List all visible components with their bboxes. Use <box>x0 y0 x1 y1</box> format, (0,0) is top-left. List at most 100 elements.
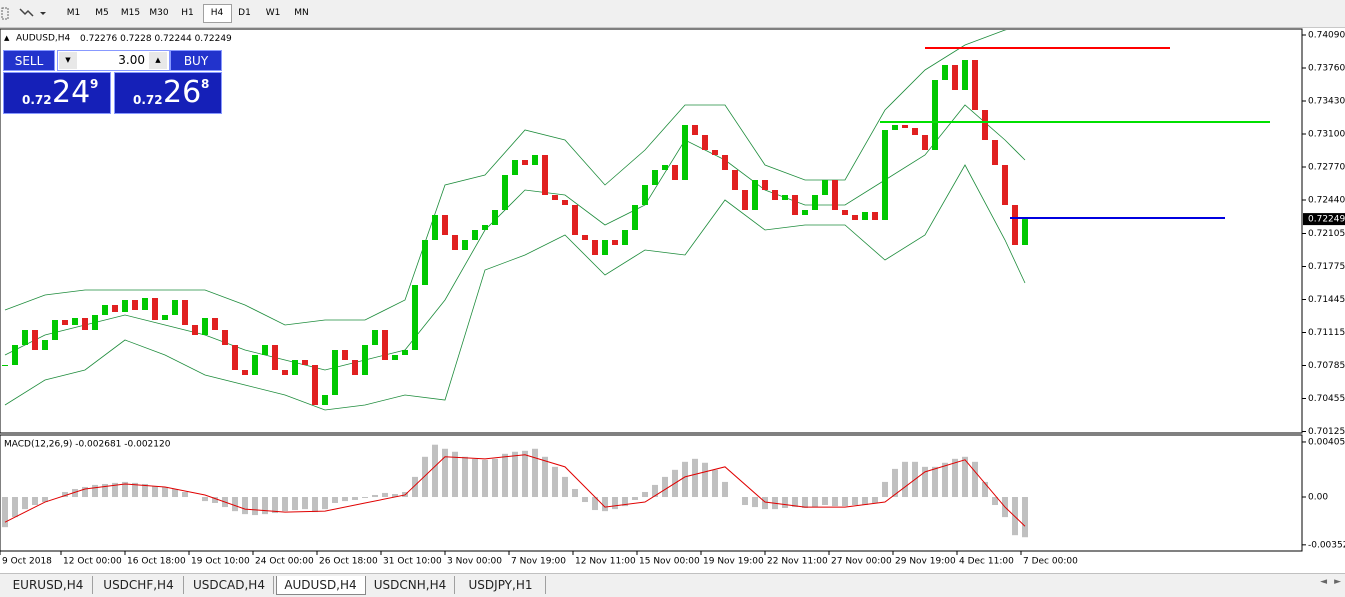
x-tick-label: 9 Oct 2018 <box>2 557 52 567</box>
timeframe-button[interactable]: M5 <box>95 8 109 18</box>
candle <box>282 370 288 375</box>
buy-button[interactable]: BUY <box>170 50 222 71</box>
main-frame <box>0 28 1303 434</box>
candle <box>732 170 738 190</box>
candle <box>322 395 328 405</box>
x-tick-label: 26 Oct 18:00 <box>319 557 378 567</box>
macd-bar <box>752 497 758 508</box>
candle <box>422 240 428 285</box>
macd-bar <box>602 497 608 512</box>
quote: 0.72276 0.7228 0.72244 0.72249 <box>80 34 232 44</box>
macd-bar <box>512 451 518 498</box>
ask-box[interactable]: 0.72 26 8 <box>114 72 222 114</box>
macd-bar <box>102 483 108 498</box>
macd-bar <box>382 492 388 498</box>
candle <box>42 340 48 350</box>
candle <box>182 300 188 325</box>
symbol-tab[interactable]: EURUSD,H4 <box>4 576 93 594</box>
timeframe-button[interactable]: M30 <box>149 8 169 18</box>
candle <box>602 240 608 255</box>
macd-bar <box>132 482 138 498</box>
tab-scroll-left[interactable]: ◄ <box>1320 577 1327 587</box>
macd-bar <box>502 453 508 498</box>
candle <box>512 160 518 175</box>
candle <box>772 190 778 200</box>
candle <box>672 165 678 180</box>
macd-bar <box>82 486 88 498</box>
candle <box>492 210 498 225</box>
candle <box>712 150 718 155</box>
macd-bar <box>872 497 878 503</box>
macd-bar <box>852 497 858 506</box>
timeframe-button[interactable]: H1 <box>181 8 194 18</box>
macd-bar <box>612 497 618 510</box>
sell-button[interactable]: SELL <box>3 50 55 71</box>
lots-up[interactable]: ▲ <box>149 52 167 69</box>
macd-bar <box>572 488 578 498</box>
macd-bar <box>992 497 998 506</box>
y-tick-label: 0.70455 <box>1308 394 1345 404</box>
symbol-tab[interactable]: USDJPY,H1 <box>457 576 546 594</box>
macd-bar <box>832 497 838 507</box>
signal-line <box>4 454 1026 527</box>
macd-bar <box>12 497 18 518</box>
candle <box>142 298 148 310</box>
candle <box>52 320 58 340</box>
candle <box>362 345 368 375</box>
candle <box>642 185 648 205</box>
candle <box>912 128 918 135</box>
candle <box>972 60 978 110</box>
candle <box>272 345 278 370</box>
timeframe-button[interactable]: D1 <box>238 8 251 18</box>
candle <box>452 235 458 250</box>
symbol-tab[interactable]: USDCAD,H4 <box>185 576 274 594</box>
macd-bar <box>302 497 308 510</box>
candle <box>582 235 588 240</box>
macd-bar <box>112 482 118 498</box>
candle <box>892 125 898 130</box>
macd-bar <box>272 497 278 514</box>
macd-bar <box>982 481 988 498</box>
candle <box>792 195 798 215</box>
candle <box>832 180 838 210</box>
macd-bar <box>552 466 558 498</box>
candle <box>742 190 748 210</box>
macd-bar <box>692 458 698 498</box>
macd-bar <box>842 497 848 507</box>
timeframe-button[interactable]: M15 <box>120 8 141 18</box>
symbol-tab[interactable]: USDCHF,H4 <box>95 576 184 594</box>
candle <box>662 165 668 170</box>
candle <box>842 210 848 215</box>
macd-bar <box>392 494 398 498</box>
tab-bar: EURUSD,H4 USDCHF,H4 USDCAD,H4 AUDUSD,H4 USDC… <box>0 573 1345 597</box>
macd-bar <box>822 497 828 506</box>
lots-input[interactable]: 3.00 <box>57 50 170 71</box>
macd-bar <box>442 448 448 498</box>
symbol-tab[interactable]: USDCNH,H4 <box>366 576 455 594</box>
tab-scroll-right[interactable]: ► <box>1334 577 1341 587</box>
candle <box>302 360 308 365</box>
x-tick-label: 19 Oct 10:00 <box>191 557 250 567</box>
macd-label: MACD(12,26,9) -0.002681 -0.002120 <box>4 440 171 450</box>
last-price-label: 0.72249 <box>1308 215 1345 225</box>
quote-low: 0.72244 <box>154 34 191 44</box>
timeframe-button[interactable]: H4 <box>202 4 232 23</box>
timeframe-button[interactable]: MN <box>294 8 309 18</box>
candle <box>1002 165 1008 205</box>
ask-mid: 26 <box>163 75 202 110</box>
quote-close: 0.72249 <box>195 34 232 44</box>
timeframe-button[interactable]: M1 <box>66 8 81 18</box>
timeframe-button[interactable]: W1 <box>265 8 281 18</box>
x-tick-label: 29 Nov 19:00 <box>895 557 956 567</box>
lots-down[interactable]: ▼ <box>59 52 77 69</box>
y-tick-label: 0.74090 <box>1308 31 1345 41</box>
bid-box[interactable]: 0.72 24 9 <box>3 72 111 114</box>
candle <box>592 240 598 255</box>
candle <box>22 330 28 345</box>
candle <box>102 305 108 315</box>
bid-small: 9 <box>90 77 99 91</box>
candle <box>252 355 258 375</box>
candle <box>902 125 908 128</box>
symbol-tab[interactable]: AUDUSD,H4 <box>275 576 366 595</box>
macd-bar <box>142 483 148 498</box>
